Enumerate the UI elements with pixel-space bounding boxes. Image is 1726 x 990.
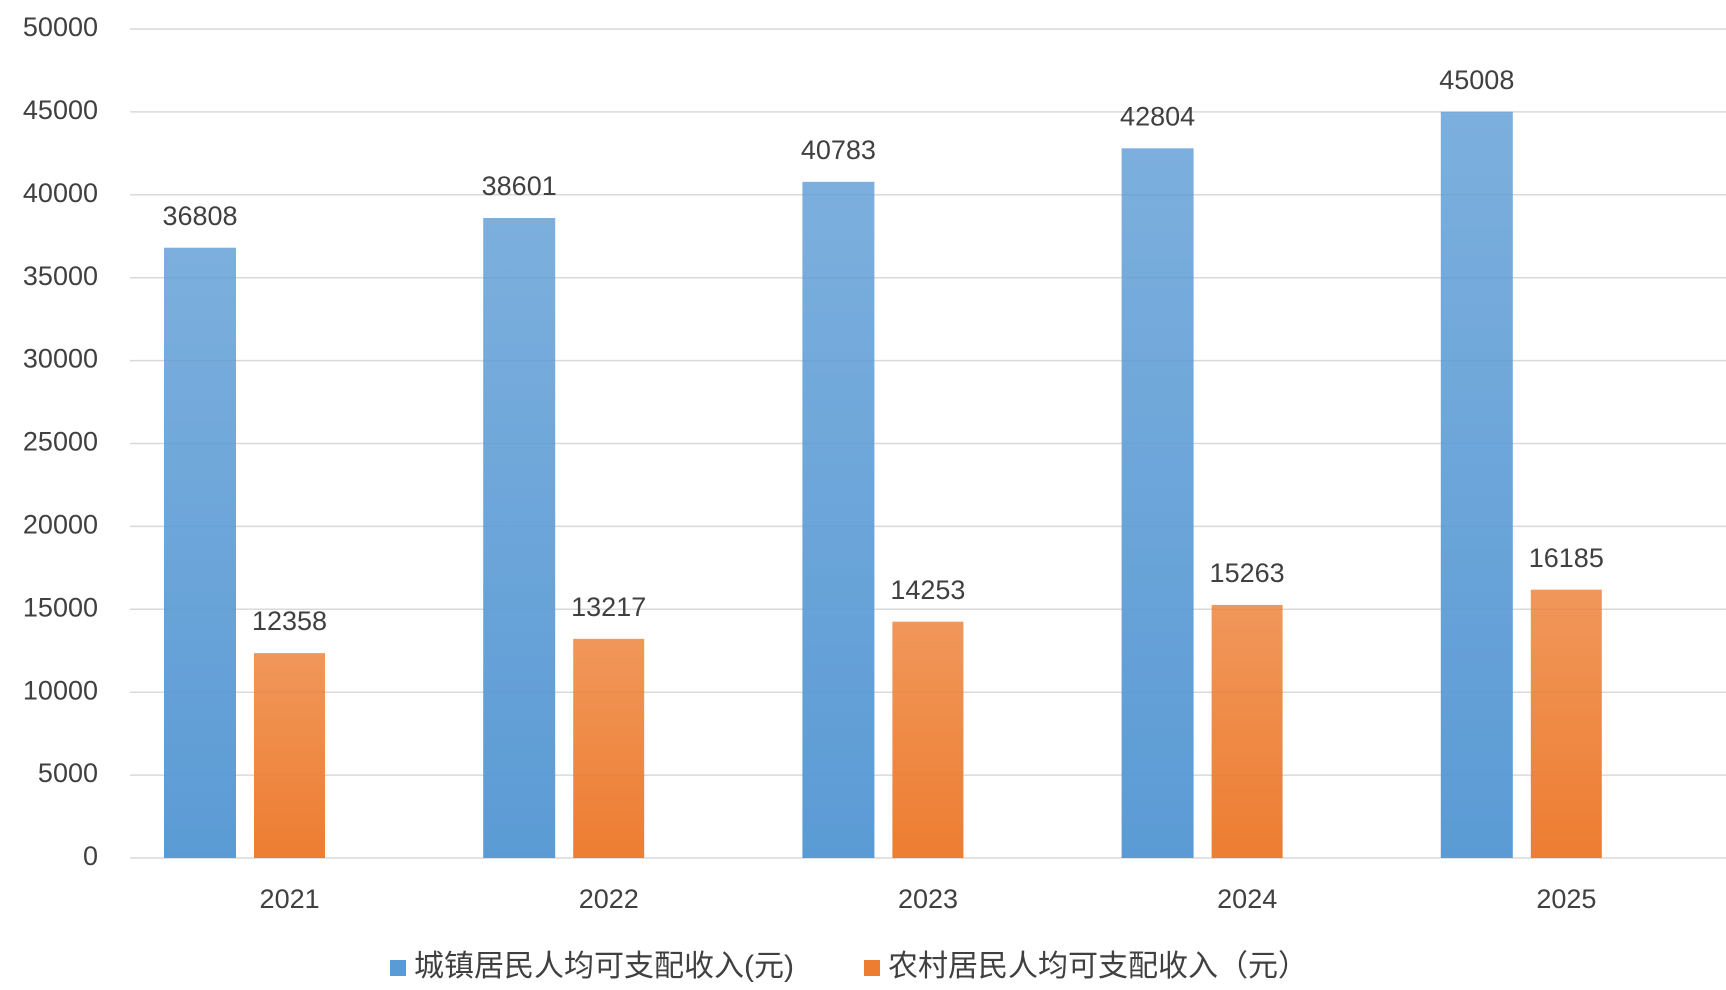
bar [1440,111,1513,859]
y-tick-label: 20000 [23,510,98,540]
data-label: 12358 [252,606,327,636]
data-label: 45008 [1439,65,1514,95]
bar [802,181,875,858]
y-tick-label: 35000 [23,261,98,291]
bar [164,247,236,858]
data-label: 38601 [482,171,557,201]
bar [1530,589,1602,858]
data-label: 42804 [1120,101,1195,131]
bar [1211,604,1283,858]
legend-label: 城镇居民人均可支配收入(元) [414,950,794,983]
legend-label: 农村居民人均可支配收入（元） [888,950,1308,983]
bar [483,217,556,858]
x-tick-label: 2021 [260,884,320,914]
x-tick-label: 2025 [1536,884,1596,914]
y-tick-label: 10000 [23,675,98,705]
data-label: 40783 [801,135,876,165]
data-label: 14253 [890,575,965,605]
y-tick-label: 45000 [23,95,98,125]
data-label: 16185 [1529,543,1604,573]
y-tick-label: 50000 [23,12,98,42]
x-tick-label: 2024 [1217,884,1277,914]
y-tick-label: 25000 [23,427,98,457]
legend-swatch [390,960,406,976]
bar [254,653,325,858]
y-tick-label: 30000 [23,344,98,374]
y-tick-label: 15000 [23,592,98,622]
legend-swatch [863,960,880,976]
y-tick-label: 40000 [23,178,98,208]
bar [892,621,964,858]
x-tick-label: 2023 [898,884,958,914]
y-tick-label: 5000 [38,758,98,788]
y-tick-label: 0 [83,841,98,871]
data-label: 15263 [1210,558,1285,588]
data-label: 36808 [162,201,237,231]
bar [1121,148,1194,858]
bar [573,638,645,858]
x-tick-label: 2022 [579,884,639,914]
data-label: 13217 [571,592,646,622]
